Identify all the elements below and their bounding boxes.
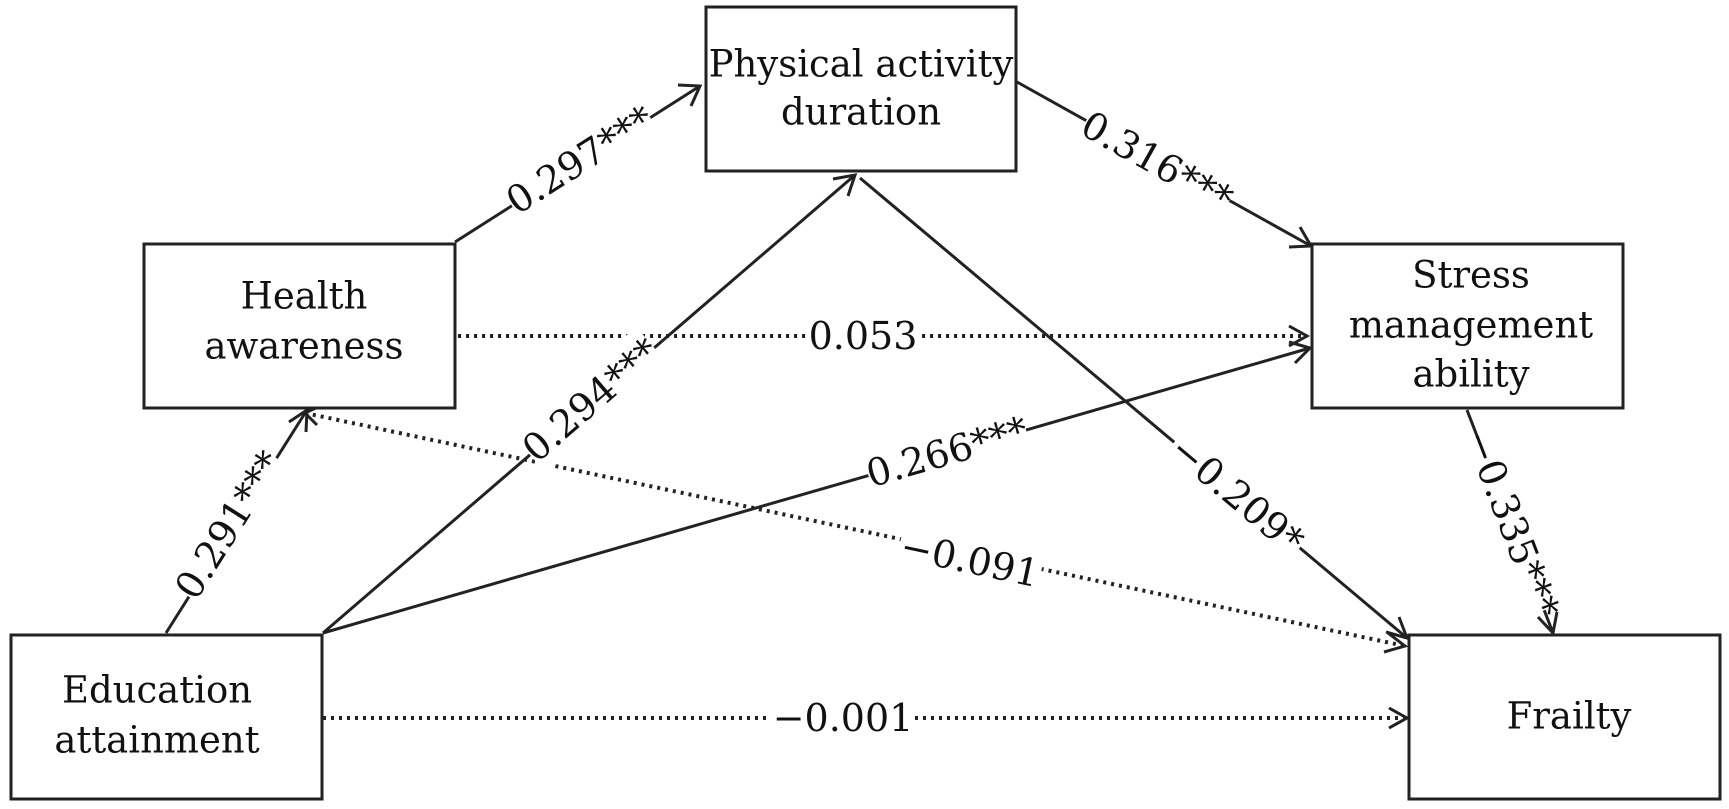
node-label-line: management bbox=[1349, 304, 1593, 347]
edge-label-education-physical: 0.294*** bbox=[514, 329, 668, 470]
edge-education-to-frailty: −0.001 bbox=[323, 692, 1411, 744]
edge-label-physical-stress: 0.316*** bbox=[1074, 102, 1240, 221]
node-label-line: duration bbox=[781, 91, 941, 134]
node-label-line: Physical activity bbox=[709, 43, 1014, 86]
node-health-awareness: Health awareness bbox=[142, 242, 457, 410]
node-label-line: ability bbox=[1412, 353, 1529, 396]
edge-label-education-stress: 0.266*** bbox=[861, 408, 1032, 496]
node-education-attainment: Education attainment bbox=[9, 633, 324, 801]
edge-education-to-stress: 0.266*** bbox=[322, 340, 1313, 635]
node-label-line: Education bbox=[62, 669, 252, 712]
node-physical-activity-duration: Physical activity duration bbox=[704, 5, 1018, 173]
node-frailty: Frailty bbox=[1407, 633, 1722, 801]
edge-education-to-health: 0.291*** bbox=[163, 407, 309, 634]
edge-label-physical-frailty: −0.209* bbox=[1162, 427, 1313, 563]
node-label-line: attainment bbox=[54, 719, 259, 762]
node-label-line: Stress bbox=[1412, 254, 1530, 297]
edge-label-health-physical: 0.297*** bbox=[498, 97, 661, 223]
edge-health-to-stress: 0.053 bbox=[458, 310, 1311, 362]
node-label-line: Frailty bbox=[1507, 695, 1632, 738]
edge-label-education-frailty: −0.001 bbox=[773, 696, 914, 740]
edge-physical-to-stress: 0.316*** bbox=[1016, 80, 1314, 249]
node-label-line: awareness bbox=[204, 325, 403, 368]
edge-stress-to-frailty: −0.335*** bbox=[1454, 409, 1570, 637]
edge-label-education-health: 0.291*** bbox=[166, 443, 292, 607]
edge-label-health-stress: 0.053 bbox=[809, 314, 918, 358]
node-stress-management-ability: Stress management ability bbox=[1310, 242, 1625, 410]
node-label-line: Health bbox=[241, 275, 368, 318]
edge-health-to-physical: 0.297*** bbox=[454, 83, 703, 244]
